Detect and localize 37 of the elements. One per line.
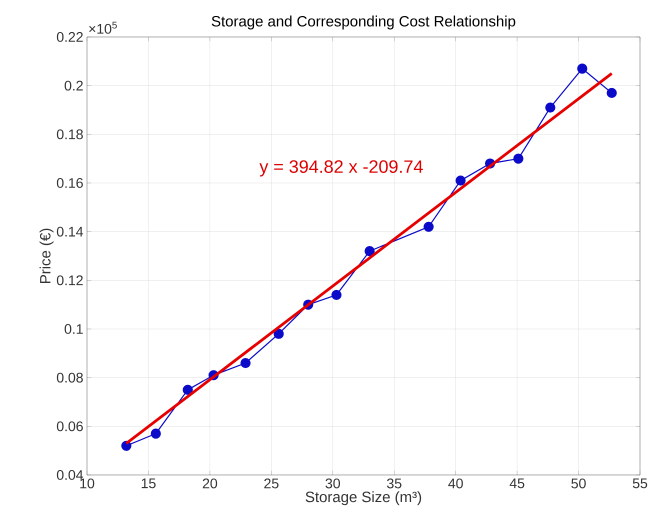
point <box>331 290 342 300</box>
x-tick-label: 25 <box>264 478 279 488</box>
point <box>456 175 466 186</box>
point <box>274 328 284 339</box>
point <box>545 102 556 113</box>
y-tick-label: 0.2 <box>64 80 83 91</box>
y-tick-label: 0.08 <box>56 372 83 383</box>
point <box>577 64 588 74</box>
point <box>240 358 251 368</box>
x-tick-label: 40 <box>448 478 463 488</box>
annotation: y = 394.82 x -209.74 <box>259 160 423 177</box>
y-tick-label: 0.04 <box>56 470 84 480</box>
x-tick-label: 20 <box>202 478 218 488</box>
x-tick-label: 50 <box>571 478 586 488</box>
point <box>513 154 524 164</box>
y-tick-label: 0.12 <box>56 275 83 286</box>
x-tick-label: 45 <box>510 478 524 488</box>
y-tick-label: 0.14 <box>56 226 84 237</box>
x-tick-label: 15 <box>142 478 156 488</box>
y-tick-label: 0.16 <box>56 178 83 188</box>
x-axis-title: Storage Size (m³) <box>306 491 422 506</box>
point <box>424 222 434 232</box>
x-tick-label: 35 <box>387 478 402 488</box>
point <box>150 428 161 439</box>
point <box>182 384 193 395</box>
x-tick-label: 10 <box>80 478 94 488</box>
y-axis-title: Price (€) <box>40 228 54 283</box>
point <box>364 246 375 256</box>
y-tick-label: 0.06 <box>56 421 83 432</box>
y-tick-label: 0.18 <box>56 129 83 140</box>
y-tick-label: 0.1 <box>64 324 83 334</box>
y-tick-label: 0.22 <box>56 32 83 42</box>
text: ×10$^{5}$ <box>89 22 117 34</box>
chart-title: Storage and Corresponding Cost Relationship <box>212 16 516 30</box>
point <box>606 88 617 98</box>
x-tick-label: 55 <box>632 478 648 488</box>
x-tick-label: 30 <box>326 478 340 488</box>
